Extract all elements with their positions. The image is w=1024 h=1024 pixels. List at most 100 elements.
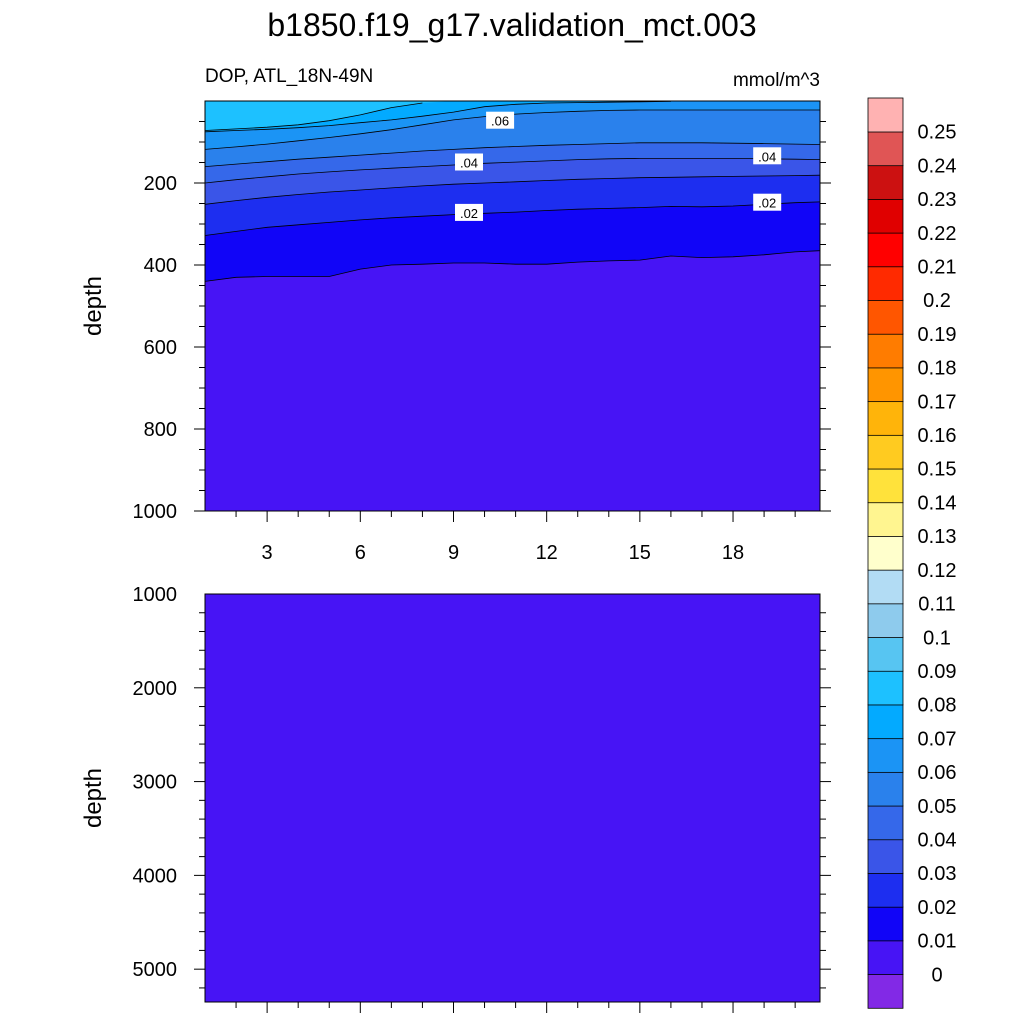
- upper-subtitle-right: mmol/m^3: [733, 70, 820, 91]
- upper-ytick-label-4: 1000: [133, 501, 178, 523]
- colorbar-swatch-9: [867, 670, 904, 706]
- colorbar-label-2: 0.02: [918, 897, 957, 919]
- colorbar-label-12: 0.12: [918, 560, 957, 582]
- colorbar-swatch-6: [867, 771, 904, 807]
- colorbar-label-16: 0.16: [918, 425, 957, 447]
- colorbar-label-5: 0.05: [918, 796, 957, 818]
- upper-contour-bands: [204, 101, 821, 282]
- colorbar-swatch-25: [867, 131, 904, 167]
- colorbar-label-17: 0.17: [918, 391, 957, 413]
- contour-line-2: [204, 174, 821, 205]
- colorbar-label-9: 0.09: [918, 661, 957, 683]
- colorbar-swatch-19: [867, 333, 904, 369]
- colorbar-label-4: 0.04: [918, 830, 957, 852]
- colorbar-label-7: 0.07: [918, 728, 957, 750]
- upper-ytick-label-2: 600: [144, 337, 177, 359]
- colorbar-label-20: 0.2: [923, 290, 951, 312]
- upper-xtick-label-4: 15: [629, 542, 651, 564]
- colorbar-swatch-22: [867, 232, 904, 268]
- colorbar-label-19: 0.19: [918, 324, 957, 346]
- colorbar-swatch-11: [867, 603, 904, 638]
- colorbar-swatch-15: [867, 468, 904, 504]
- colorbar-swatch-1: [867, 940, 904, 975]
- contour-label-4: .02: [758, 196, 776, 211]
- colorbar-swatch-24: [867, 165, 904, 200]
- contour-line-3: [204, 158, 821, 184]
- contour-line-7: [204, 102, 423, 131]
- colorbar-swatch-4: [867, 839, 904, 874]
- contour-label-box-0: [486, 111, 515, 129]
- colorbar-label-10: 0.1: [923, 627, 951, 649]
- upper-subtitle-left: DOP, ATL_18N-49N: [205, 66, 373, 87]
- colorbar-swatch-21: [867, 266, 904, 301]
- colorbar-swatch-14: [867, 502, 904, 537]
- colorbar-swatch-18: [867, 367, 904, 403]
- colorbar-swatch-13: [867, 535, 904, 571]
- colorbar-label-22: 0.22: [918, 223, 957, 245]
- lower-plot-frame: [204, 593, 821, 1003]
- contour-line-0: [204, 250, 821, 282]
- lower-axis-ticks: 1000 2000 3000 4000 5000: [133, 584, 831, 1013]
- lower-ytick-label-1: 2000: [133, 678, 178, 700]
- upper-xtick-label-5: 18: [722, 542, 744, 564]
- contour-label-box-3: [455, 203, 483, 221]
- colorbar-swatch-0: [867, 973, 904, 1009]
- upper-xtick-label-1: 6: [355, 542, 366, 564]
- upper-ytick-label-0: 200: [144, 173, 177, 195]
- colorbar-swatch-23: [867, 198, 904, 234]
- contour-line-4: [204, 142, 821, 167]
- figure-title: b1850.f19_g17.validation_mct.003: [267, 7, 756, 43]
- upper-ytick-label-3: 800: [144, 419, 177, 441]
- colorbar-label-18: 0.18: [918, 358, 957, 380]
- upper-contour-labels: .06 .04 .04 .02 .02: [455, 111, 782, 221]
- colorbar-swatch-20: [867, 299, 904, 335]
- colorbar-label-21: 0.21: [918, 257, 957, 279]
- colorbar-swatch-5: [867, 805, 904, 841]
- colorbar-swatch-2: [867, 906, 904, 942]
- colorbar-swatch-7: [867, 737, 904, 773]
- contour-label-box-2: [753, 147, 782, 165]
- colorbar-label-25: 0.25: [918, 122, 957, 144]
- colorbar-swatch-8: [867, 704, 904, 740]
- colorbar-swatch-3: [867, 872, 904, 908]
- colorbar-label-8: 0.08: [918, 695, 957, 717]
- colorbar-label-0: 0: [931, 964, 942, 986]
- upper-panel: DOP, ATL_18N-49N mmol/m^3 .06.04.04.02.0…: [80, 66, 831, 564]
- contour-line-6: [204, 101, 671, 133]
- contour-line-1: [204, 201, 821, 236]
- lower-ytick-label-0: 1000: [133, 584, 178, 606]
- colorbar-swatch-17: [867, 400, 904, 436]
- contour-label-2: .04: [758, 149, 776, 164]
- contour-label-0: .06: [491, 114, 509, 129]
- upper-xtick-label-0: 3: [262, 542, 273, 564]
- upper-ytick-label-1: 400: [144, 255, 177, 277]
- upper-ylabel: depth: [80, 276, 107, 336]
- colorbar-label-3: 0.03: [918, 863, 957, 885]
- upper-axis-ticks: 200 400 600 800 1000 3 6 9 12 15 18: [133, 121, 831, 564]
- contour-label-box-4: [753, 193, 782, 211]
- contour-band-7: [205, 101, 820, 131]
- contour-line-5: [204, 109, 820, 150]
- lower-plot-background: [205, 594, 820, 1002]
- lower-ytick-label-3: 4000: [133, 865, 178, 887]
- contour-label-1: .04: [460, 156, 478, 171]
- colorbar-label-24: 0.24: [918, 155, 957, 177]
- colorbar-swatch-26: [867, 97, 904, 133]
- colorbar-label-14: 0.14: [918, 492, 957, 514]
- colorbar-label-13: 0.13: [918, 526, 957, 548]
- colorbar-label-1: 0.01: [918, 931, 957, 953]
- lower-ytick-label-2: 3000: [133, 772, 178, 794]
- colorbar-label-6: 0.06: [918, 762, 957, 784]
- colorbar-label-15: 0.15: [918, 459, 957, 481]
- colorbar-swatch-12: [867, 569, 904, 605]
- colorbar-swatch-10: [867, 636, 904, 672]
- lower-panel: 1000 2000 3000 4000 5000 depth: [80, 584, 831, 1013]
- upper-xtick-label-3: 12: [536, 542, 558, 564]
- upper-xtick-label-2: 9: [448, 542, 459, 564]
- colorbar-label-23: 0.23: [918, 189, 957, 211]
- colorbar: 0 0.01 0.02 0.03 0.04 0.05 0.06 0.07 0.08 0.09 0.1…: [867, 97, 957, 1009]
- contour-label-3: .02: [460, 206, 478, 221]
- contour-label-box-1: [455, 153, 483, 171]
- lower-ytick-label-4: 5000: [133, 959, 178, 981]
